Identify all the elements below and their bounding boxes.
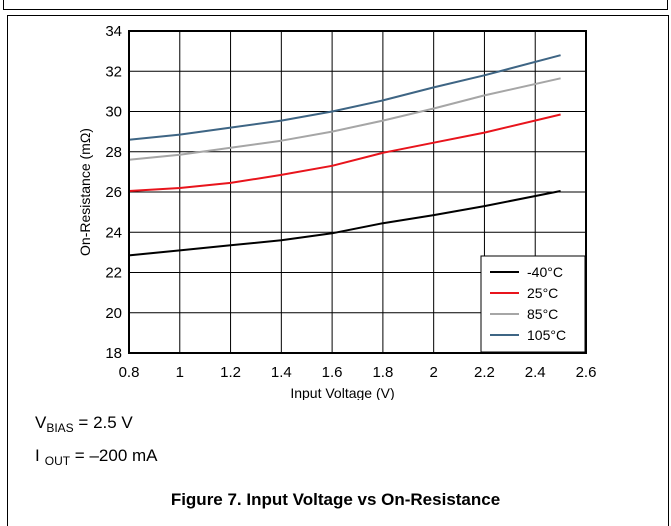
y-tick-label: 30: [105, 104, 122, 121]
y-tick-label: 28: [105, 144, 122, 161]
series-line: [128, 113, 561, 192]
y-tick-label: 22: [105, 265, 122, 282]
legend-entry: 105°C: [527, 327, 566, 343]
condition-value: = 2.5 V: [73, 413, 133, 432]
x-tick-label: 2.4: [525, 364, 546, 381]
x-tick-label: 1: [176, 364, 184, 381]
figure-caption: Figure 7. Input Voltage vs On-Resistance: [170, 490, 501, 509]
bias-voltage-condition: VBIAS = 2.5 V: [35, 413, 133, 438]
y-tick-label: 24: [105, 224, 122, 241]
y-tick-label: 34: [105, 23, 122, 40]
x-tick-label: 1.4: [271, 364, 292, 381]
legend-entry: -40°C: [527, 264, 563, 280]
series-line: [128, 77, 561, 161]
x-tick-label: 2: [429, 364, 437, 381]
line-chart: 0.8 1 1.2 1.4 1.6 1.8 2 2.2 2.4 2.6 18 20 22 24 26 28 30…: [77, 23, 597, 400]
condition-subscript: BIAS: [46, 421, 74, 435]
plot-area-border: [128, 30, 587, 354]
x-tick-label: 2.6: [576, 364, 597, 381]
series-line: [128, 54, 561, 141]
x-tick-label: 1.8: [372, 364, 393, 381]
y-tick-label: 32: [105, 63, 122, 80]
y-tick-label: 18: [105, 345, 122, 362]
condition-subscript: OUT: [44, 454, 71, 468]
x-tick-label: 2.2: [474, 364, 495, 381]
condition-value: = –200 mA: [70, 446, 158, 465]
figure-frame: [7, 15, 669, 526]
x-tick-label: 1.2: [220, 364, 241, 381]
condition-symbol: I: [35, 446, 40, 465]
output-current-condition: I OUT = –200 mA: [35, 446, 158, 471]
x-tick-label: 0.8: [119, 364, 140, 381]
y-tick-label: 20: [105, 305, 122, 322]
y-axis-label: On-Resistance (mΩ): [77, 128, 93, 256]
series-line: [128, 190, 561, 257]
legend-entry: 25°C: [527, 285, 558, 301]
x-axis-label: Input Voltage (V): [290, 385, 394, 400]
condition-symbol: V: [35, 413, 47, 432]
top-section-rule: [3, 0, 668, 10]
legend-entry: 85°C: [527, 306, 558, 322]
x-tick-label: 1.6: [322, 364, 343, 381]
y-tick-label: 26: [105, 184, 122, 201]
